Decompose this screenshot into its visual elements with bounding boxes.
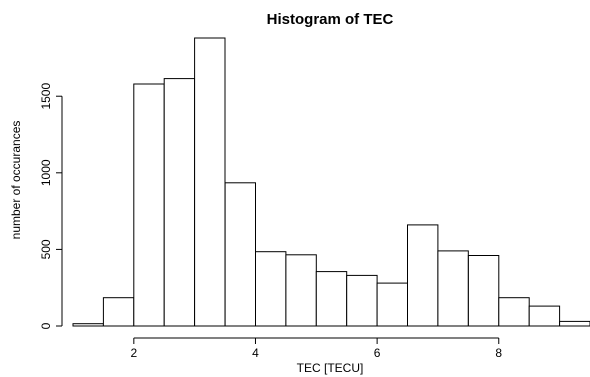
x-tick-label: 4 <box>252 346 259 360</box>
y-axis: 0 500 1000 1500 <box>39 83 63 329</box>
y-tick-label: 0 <box>39 322 53 329</box>
x-axis: 2 4 6 8 <box>130 337 502 360</box>
histogram-bar-3 <box>163 78 196 327</box>
histogram-bar-9 <box>346 274 378 327</box>
histogram-bar-13 <box>467 255 500 327</box>
histogram-bar-8 <box>315 271 348 327</box>
histogram-bar-10 <box>376 282 409 327</box>
histogram-bar-0 <box>72 323 104 327</box>
x-tick-label: 6 <box>374 346 381 360</box>
x-tick-label: 2 <box>130 346 137 360</box>
histogram-bar-12 <box>437 250 469 327</box>
histogram-bar-15 <box>528 305 561 327</box>
histogram-bar-7 <box>285 254 317 327</box>
histogram-bar-4 <box>194 37 226 327</box>
histogram-bar-2 <box>133 83 165 327</box>
x-tick-label: 8 <box>495 346 502 360</box>
histogram-bar-6 <box>255 251 287 327</box>
histogram-bar-11 <box>407 224 439 327</box>
histogram-bar-14 <box>498 297 530 327</box>
histogram-bar-5 <box>224 182 257 327</box>
chart-title: Histogram of TEC <box>267 11 394 28</box>
y-tick-label: 500 <box>39 239 53 259</box>
x-axis-label: TEC [TECU] <box>297 361 364 375</box>
histogram-bar-16 <box>559 320 590 327</box>
histogram-bars <box>72 37 590 327</box>
histogram-bar-1 <box>102 297 135 327</box>
y-axis-label: number of occurances <box>9 121 23 240</box>
y-tick-label: 1500 <box>39 83 53 110</box>
y-tick-label: 1000 <box>39 159 53 186</box>
